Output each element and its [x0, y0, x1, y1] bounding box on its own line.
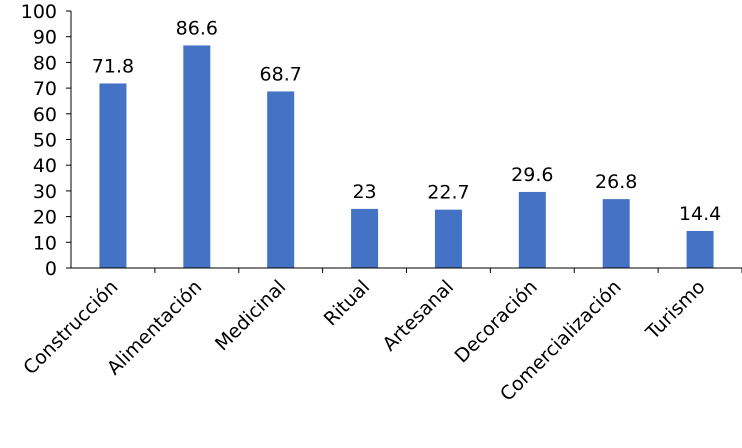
y-tick-label: 30	[33, 181, 57, 203]
category-label: Turismo	[641, 276, 710, 345]
bar	[518, 191, 546, 268]
y-tick-label: 10	[33, 232, 57, 254]
data-label: 71.8	[92, 55, 134, 77]
bar	[183, 45, 211, 268]
y-axis: 0 10 20 30 40 50 60 70 80 90 100	[21, 1, 72, 280]
y-tick-label: 90	[33, 27, 57, 49]
data-labels: 71.8 86.6 68.7 23 22.7 29.6 26.8 14.4	[92, 17, 721, 225]
y-tick-label: 50	[33, 130, 57, 152]
category-label: Medicinal	[211, 276, 290, 355]
category-label: Artesanal	[378, 276, 458, 356]
data-label: 29.6	[511, 164, 553, 186]
bars	[99, 45, 714, 268]
y-tick-label: 100	[21, 1, 57, 23]
y-tick-label: 40	[33, 155, 57, 177]
bar	[99, 83, 127, 268]
data-label: 86.6	[176, 17, 218, 39]
y-tick-label: 80	[33, 52, 57, 74]
bar	[351, 208, 379, 268]
data-label: 14.4	[679, 203, 721, 225]
y-tick-label: 20	[33, 207, 57, 229]
bar	[686, 230, 714, 268]
bar	[267, 91, 295, 268]
bar	[602, 199, 630, 268]
y-tick-label: 60	[33, 104, 57, 126]
category-label: Decoración	[450, 276, 541, 367]
data-label: 22.7	[427, 182, 469, 204]
bar	[434, 209, 462, 268]
data-label: 68.7	[260, 63, 302, 85]
category-label: Ritual	[320, 276, 374, 330]
data-label: 26.8	[595, 171, 637, 193]
data-label: 23	[352, 181, 376, 203]
y-tick-label: 70	[33, 78, 57, 100]
y-tick-label: 0	[45, 258, 57, 280]
